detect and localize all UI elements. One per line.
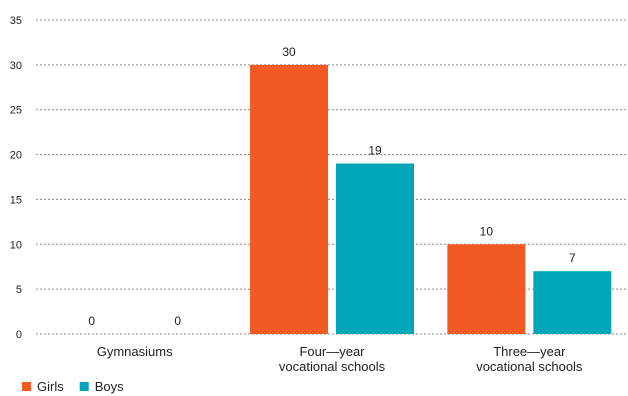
data-labels: 0 0 30 19 10 7: [88, 45, 576, 328]
data-label: 0: [88, 314, 95, 328]
x-category-label: Four—year vocational schools: [279, 344, 386, 374]
y-tick-label: 25: [10, 105, 22, 117]
x-category-label-line: Gymnasiums: [97, 344, 173, 359]
data-label: 10: [480, 224, 494, 238]
x-category-label-line: Three—year: [493, 344, 566, 359]
y-tick-label: 30: [10, 60, 22, 72]
y-tick-label: 15: [10, 194, 22, 206]
legend-swatch-girls: [22, 382, 31, 391]
bar-girls: [250, 64, 328, 334]
y-axis: 0 5 10 15 20 25 30 35: [10, 15, 22, 341]
legend-label-girls: Girls: [37, 379, 64, 394]
legend: Girls Boys: [22, 379, 124, 394]
x-axis: Gymnasiums Four—year vocational schoolsThr…: [97, 344, 583, 374]
x-category-label: Gymnasiums: [97, 344, 173, 359]
data-label: 0: [174, 314, 181, 328]
bar-girls: [447, 244, 526, 334]
y-tick-label: 20: [10, 150, 22, 162]
data-label: 7: [569, 251, 576, 265]
x-category-label-line: Four—year: [299, 344, 365, 359]
y-tick-label: 35: [10, 15, 22, 27]
y-tick-label: 10: [10, 239, 22, 251]
data-label: 30: [282, 45, 296, 59]
bar-boys: [533, 271, 612, 334]
y-tick-label: 0: [16, 329, 22, 341]
x-category-label-line: vocational schools: [279, 359, 386, 374]
legend-label-boys: Boys: [95, 379, 124, 394]
x-category-label: Three—year vocational schools: [476, 344, 583, 374]
gridlines: [36, 19, 628, 335]
x-category-label-line: vocational schools: [476, 359, 583, 374]
bar-boys: [336, 163, 414, 334]
y-tick-label: 5: [16, 284, 22, 296]
data-label: 19: [368, 144, 382, 158]
bars: [250, 64, 612, 334]
legend-swatch-boys: [79, 382, 89, 391]
